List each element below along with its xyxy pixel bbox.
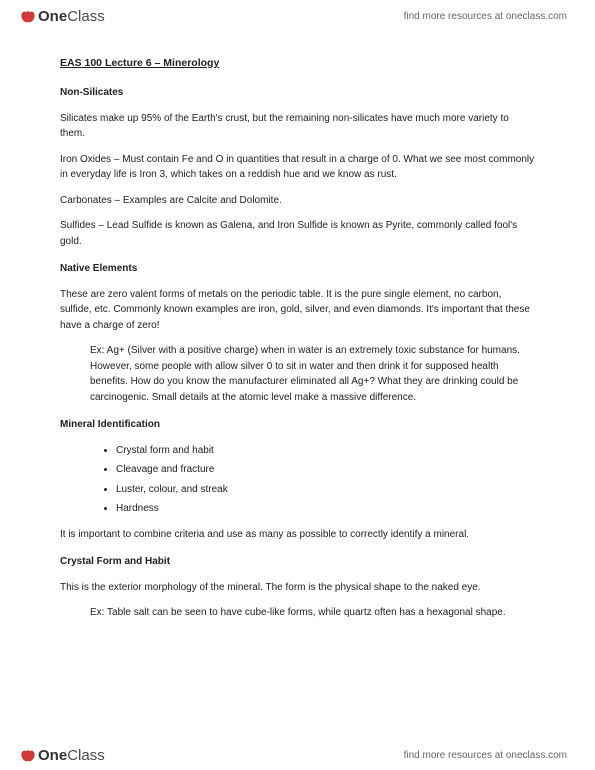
para-native-elements: These are zero valent forms of metals on… <box>60 287 535 334</box>
para-silver-example: Ex: Ag+ (Silver with a positive charge) … <box>90 343 535 405</box>
brand-logo: OneClass <box>20 8 105 25</box>
apple-icon <box>20 9 36 25</box>
apple-icon <box>20 748 36 764</box>
document-body: EAS 100 Lecture 6 – Minerology Non-Silic… <box>60 55 535 631</box>
list-item: Hardness <box>116 501 535 517</box>
para-iron-oxides: Iron Oxides – Must contain Fe and O in q… <box>60 152 535 183</box>
para-combine-criteria: It is important to combine criteria and … <box>60 527 535 543</box>
header-tagline: find more resources at oneclass.com <box>404 11 567 22</box>
footer-tagline: find more resources at oneclass.com <box>404 750 567 761</box>
para-morphology: This is the exterior morphology of the m… <box>60 580 535 596</box>
list-item: Crystal form and habit <box>116 443 535 459</box>
para-salt-example: Ex: Table salt can be seen to have cube-… <box>90 605 535 621</box>
list-item: Cleavage and fracture <box>116 462 535 478</box>
para-carbonates: Carbonates – Examples are Calcite and Do… <box>60 193 535 209</box>
heading-mineral-id: Mineral Identification <box>60 417 535 433</box>
doc-title: EAS 100 Lecture 6 – Minerology <box>60 55 535 71</box>
list-item: Luster, colour, and streak <box>116 482 535 498</box>
brand-logo-footer: OneClass <box>20 747 105 764</box>
heading-native-elements: Native Elements <box>60 261 535 277</box>
mineral-id-list: Crystal form and habit Cleavage and frac… <box>116 443 535 517</box>
page-header: OneClass find more resources at oneclass… <box>0 0 595 31</box>
para-sulfides: Sulfides – Lead Sulfide is known as Gale… <box>60 218 535 249</box>
brand-name: OneClass <box>38 8 105 25</box>
para-silicates-intro: Silicates make up 95% of the Earth's cru… <box>60 111 535 142</box>
brand-name-footer: OneClass <box>38 747 105 764</box>
page-footer: OneClass find more resources at oneclass… <box>0 739 595 770</box>
heading-crystal-form: Crystal Form and Habit <box>60 554 535 570</box>
heading-nonsilicates: Non-Silicates <box>60 85 535 101</box>
